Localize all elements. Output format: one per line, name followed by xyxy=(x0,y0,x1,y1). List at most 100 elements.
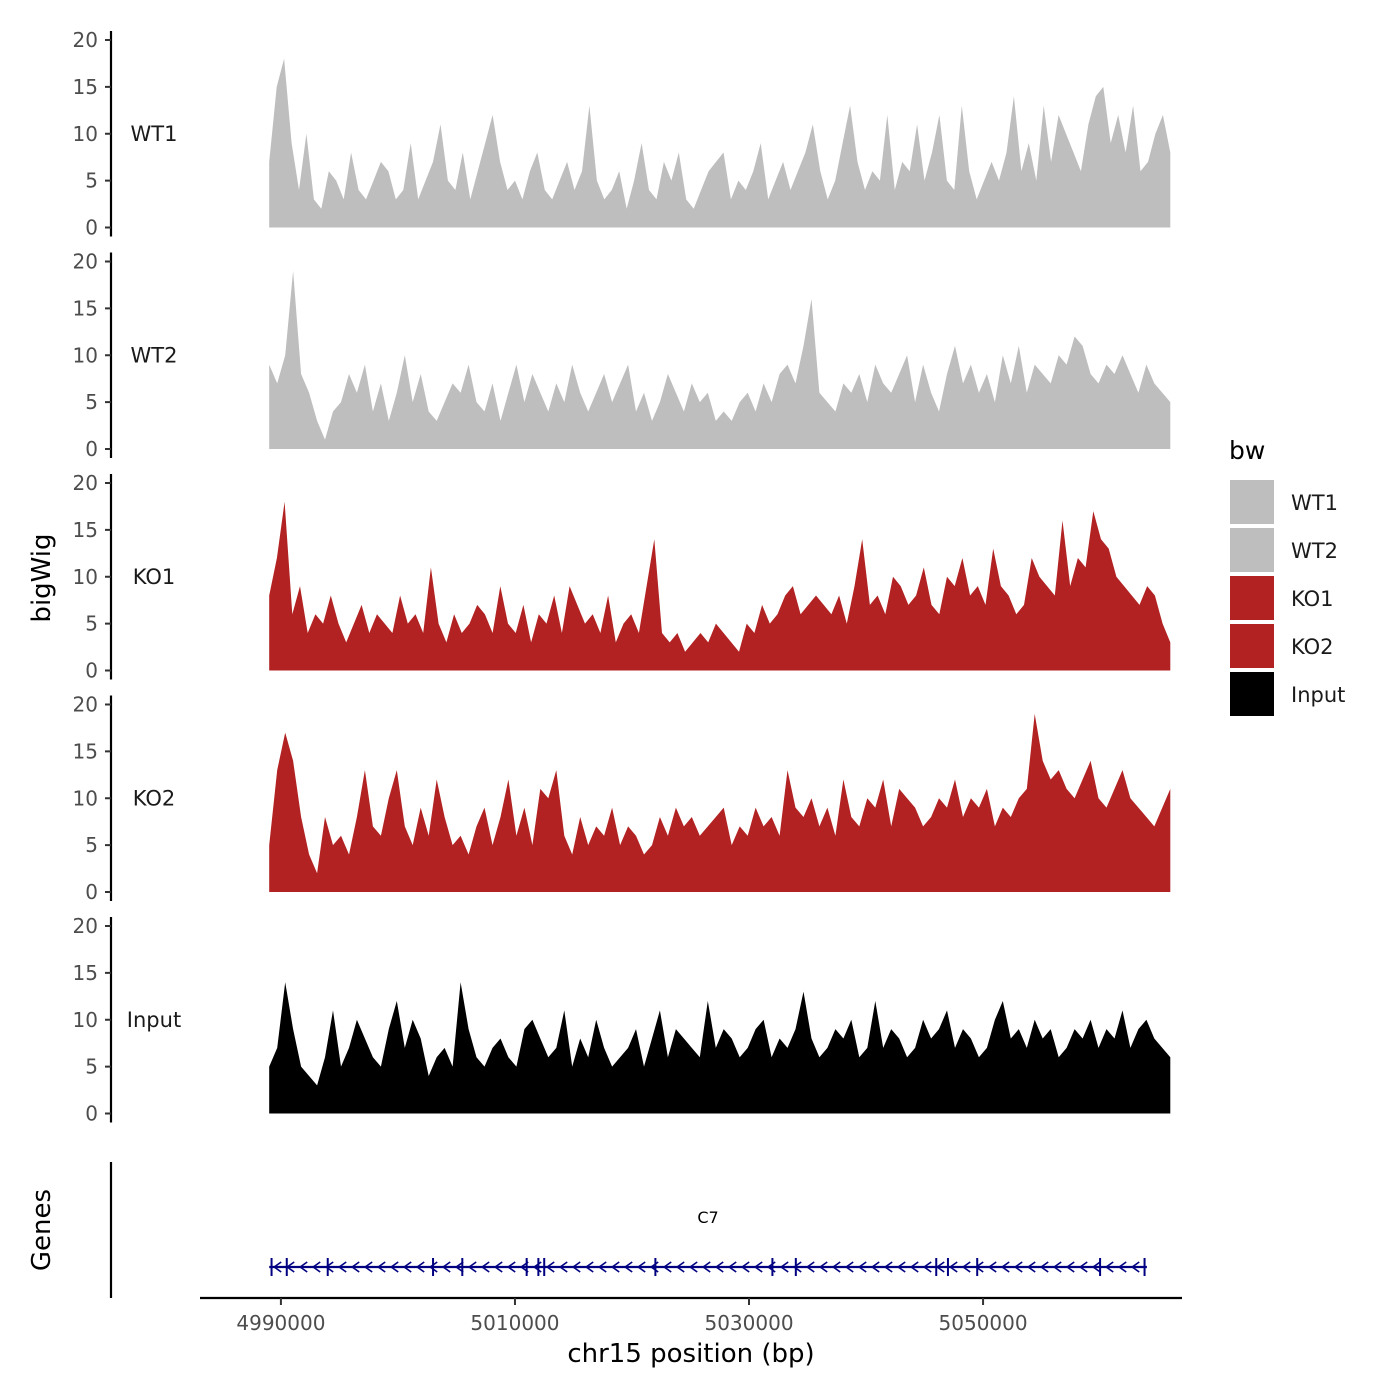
strand-arrow xyxy=(376,1261,386,1273)
y-tick-label: 10 xyxy=(73,122,98,146)
panel-ko2: 0 5 10 15 20 KO2 xyxy=(73,693,1171,904)
x-tick-label: 5030000 xyxy=(704,1311,793,1335)
y-tick-label: 20 xyxy=(73,693,98,717)
genes-panel-title: Genes xyxy=(27,1189,57,1271)
strand-arrow xyxy=(545,1261,555,1273)
strand-arrow xyxy=(753,1261,763,1273)
y-tick-label: 15 xyxy=(73,75,98,99)
strand-arrow xyxy=(402,1261,412,1273)
strand-arrow xyxy=(779,1261,789,1273)
strand-arrow xyxy=(961,1261,971,1273)
track-label-wt2: WT2 xyxy=(131,344,178,368)
x-axis: 4990000 5010000 5030000 5050000 chr15 posit… xyxy=(200,1296,1182,1369)
track-label-wt1: WT1 xyxy=(131,122,178,146)
track-label-ko2: KO2 xyxy=(133,787,176,811)
legend-entries: WT1 WT2 KO1 KO2 Input xyxy=(1230,480,1345,716)
y-tick-label: 10 xyxy=(73,565,98,589)
strand-arrow xyxy=(870,1261,880,1273)
strand-arrow xyxy=(948,1261,958,1273)
legend-entry-input: Input xyxy=(1230,672,1345,716)
panel-ko1: 0 5 10 15 20 KO1 xyxy=(73,471,1171,683)
strand-arrow xyxy=(1013,1261,1023,1273)
y-tick-label: 5 xyxy=(85,169,98,193)
x-tick-label: 5050000 xyxy=(939,1311,1028,1335)
y-tick-label: 5 xyxy=(85,390,98,414)
strand-arrow xyxy=(571,1261,581,1273)
strand-arrow xyxy=(558,1261,568,1273)
strand-arrow xyxy=(441,1261,451,1273)
strand-arrow xyxy=(662,1261,672,1273)
strand-arrow xyxy=(1078,1261,1088,1273)
y-tick-label: 0 xyxy=(85,437,98,461)
y-tick-label: 15 xyxy=(73,961,98,985)
strand-arrow xyxy=(909,1261,919,1273)
strand-arrow xyxy=(727,1261,737,1273)
coverage-area-wt2 xyxy=(269,270,1171,449)
x-ticks: 4990000 5010000 5030000 5050000 xyxy=(236,1298,1028,1335)
strand-arrow xyxy=(675,1261,685,1273)
strand-arrow xyxy=(740,1261,750,1273)
strand-arrow xyxy=(350,1261,360,1273)
y-tick-label: 20 xyxy=(73,250,98,274)
strand-arrow xyxy=(493,1261,503,1273)
legend-label: WT2 xyxy=(1291,539,1338,563)
coverage-panels: 0 5 10 15 20 WT1 0 5 10 15 20 WT2 0 5 10 15 20 KO1 0 5 10 15 2… xyxy=(73,28,1171,1126)
strand-arrow xyxy=(1065,1261,1075,1273)
strand-arrow xyxy=(1130,1261,1140,1273)
strand-arrow xyxy=(415,1261,425,1273)
y-tick-label: 20 xyxy=(73,28,98,52)
strand-arrow xyxy=(805,1261,815,1273)
strand-arrow xyxy=(584,1261,594,1273)
y-tick-label: 0 xyxy=(85,1102,98,1126)
strand-arrow xyxy=(363,1261,373,1273)
x-axis-title: chr15 position (bp) xyxy=(567,1339,814,1369)
y-tick-label: 0 xyxy=(85,216,98,240)
strand-arrow xyxy=(480,1261,490,1273)
track-label-input: Input xyxy=(127,1008,181,1032)
strand-arrow xyxy=(324,1261,334,1273)
x-tick-label: 4990000 xyxy=(236,1311,325,1335)
legend-swatch xyxy=(1230,672,1274,716)
strand-arrow xyxy=(636,1261,646,1273)
strand-arrow xyxy=(1026,1261,1036,1273)
y-tick-label: 10 xyxy=(73,1008,98,1032)
gene-panel: Genes C7 xyxy=(27,1162,1147,1298)
strand-arrow xyxy=(467,1261,477,1273)
strand-arrow xyxy=(389,1261,399,1273)
y-tick-label: 5 xyxy=(85,612,98,636)
strand-arrow xyxy=(844,1261,854,1273)
legend-label: Input xyxy=(1291,683,1345,707)
strand-arrow xyxy=(857,1261,867,1273)
panel-wt1: 0 5 10 15 20 WT1 xyxy=(73,28,1171,240)
y-tick-label: 15 xyxy=(73,739,98,763)
strand-arrow xyxy=(1000,1261,1010,1273)
strand-arrow xyxy=(1039,1261,1049,1273)
legend-label: WT1 xyxy=(1291,491,1338,515)
y-tick-label: 15 xyxy=(73,518,98,542)
y-tick-label: 10 xyxy=(73,786,98,810)
y-tick-label: 0 xyxy=(85,880,98,904)
strand-arrow xyxy=(311,1261,321,1273)
y-tick-label: 10 xyxy=(73,343,98,367)
legend-entry-ko1: KO1 xyxy=(1230,576,1334,620)
strand-arrow xyxy=(298,1261,308,1273)
strand-arrow xyxy=(597,1261,607,1273)
legend-swatch xyxy=(1230,528,1274,572)
strand-arrow xyxy=(272,1261,282,1273)
legend-entry-ko2: KO2 xyxy=(1230,624,1334,668)
strand-arrow xyxy=(701,1261,711,1273)
legend-entry-wt2: WT2 xyxy=(1230,528,1338,572)
y-tick-label: 5 xyxy=(85,833,98,857)
legend-label: KO1 xyxy=(1291,587,1334,611)
strand-arrow xyxy=(454,1261,464,1273)
coverage-area-input xyxy=(269,982,1171,1114)
gene-label: C7 xyxy=(697,1208,718,1227)
strand-arrow xyxy=(922,1261,932,1273)
y-axis-title: bigWig xyxy=(27,533,57,622)
legend: bw WT1 WT2 KO1 KO2 Input xyxy=(1229,436,1345,716)
coverage-area-ko1 xyxy=(269,501,1171,671)
strand-arrow xyxy=(610,1261,620,1273)
strand-arrow xyxy=(623,1261,633,1273)
y-tick-label: 15 xyxy=(73,296,98,320)
